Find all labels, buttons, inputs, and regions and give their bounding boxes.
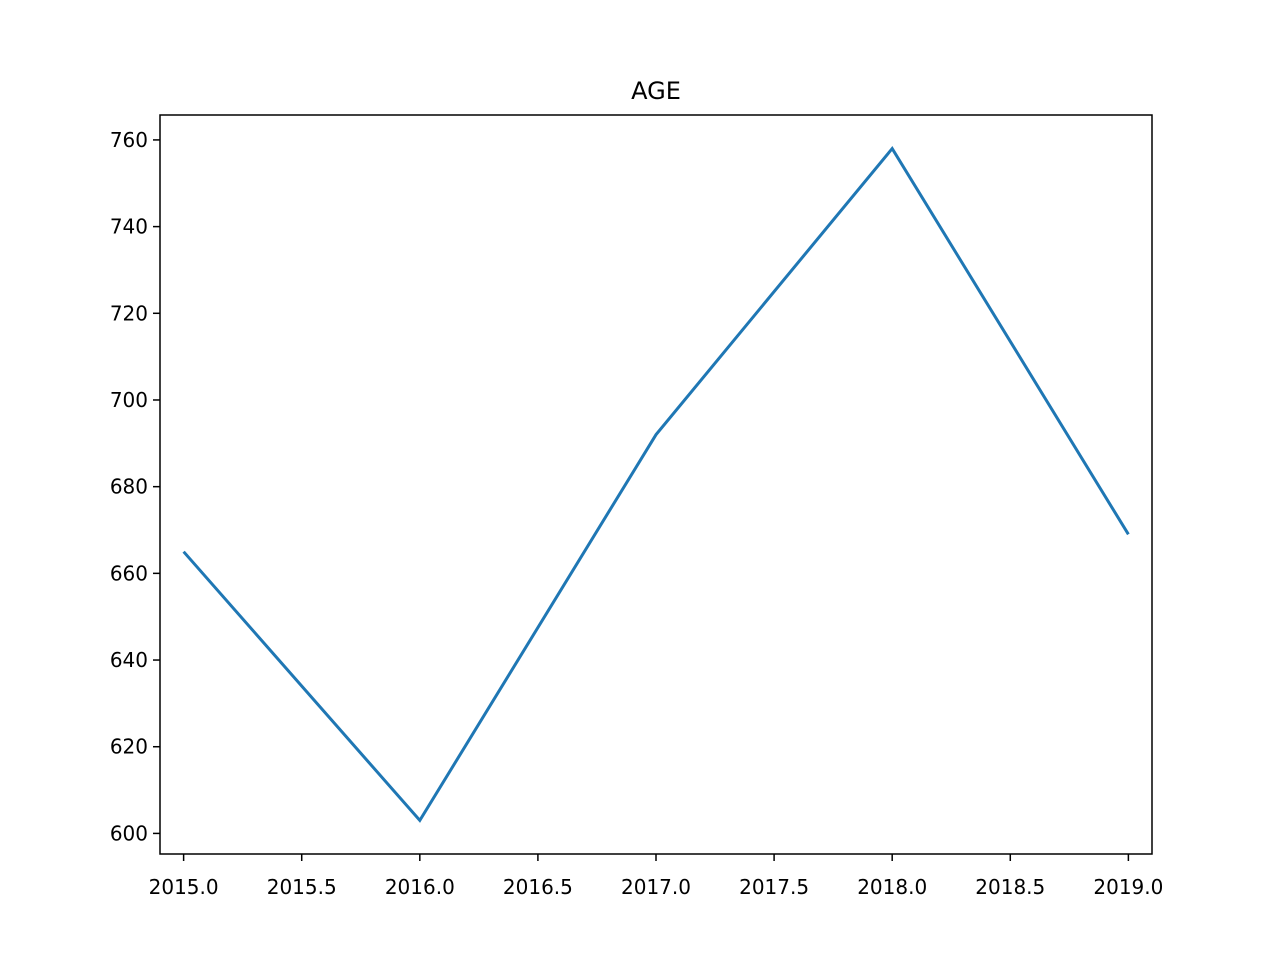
x-tick-label: 2016.5: [503, 875, 573, 899]
y-tick-label: 680: [110, 475, 148, 499]
y-tick-label: 700: [110, 388, 148, 412]
x-tick-label: 2018.5: [975, 875, 1045, 899]
y-tick-label: 720: [110, 301, 148, 325]
x-tick-label: 2015.5: [267, 875, 337, 899]
y-tick-label: 760: [110, 128, 148, 152]
series-lines: [182, 146, 1130, 823]
x-axis-ticks: 2015.0 2015.5 2016.0 2016.5 2017.0 2017.5 2018…: [149, 854, 1163, 899]
chart-title: AGE: [631, 77, 681, 105]
y-tick-label: 640: [110, 648, 148, 672]
y-axis-ticks: 600 620 640 660 680 700 720 740 760: [110, 128, 160, 845]
plot-area-frame: [159, 114, 1153, 855]
x-tick-label: 2019.0: [1093, 875, 1163, 899]
y-tick-label: 740: [110, 215, 148, 239]
x-tick-label: 2016.0: [385, 875, 455, 899]
y-tick-label: 600: [110, 821, 148, 845]
y-tick-label: 660: [110, 561, 148, 585]
x-tick-label: 2017.0: [621, 875, 691, 899]
series-line: [182, 146, 1130, 823]
x-tick-label: 2017.5: [739, 875, 809, 899]
y-tick-label: 620: [110, 735, 148, 759]
x-tick-label: 2015.0: [149, 875, 219, 899]
x-tick-label: 2018.0: [857, 875, 927, 899]
